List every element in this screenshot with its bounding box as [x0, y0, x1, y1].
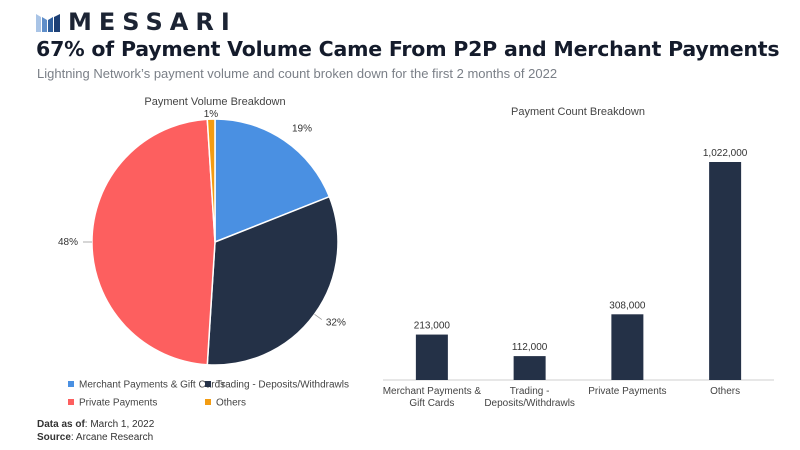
bar — [709, 162, 742, 380]
bar-category-label: Merchant Payments & — [383, 386, 482, 397]
pie-data-label: 1% — [204, 109, 219, 120]
bar-category-label: Deposits/Withdrawls — [484, 398, 575, 409]
messari-logo-icon — [36, 14, 60, 32]
page-title: 67% of Payment Volume Came From P2P and … — [36, 37, 780, 61]
legend-swatch — [205, 381, 211, 387]
legend-swatch — [68, 399, 74, 405]
legend-entry: Merchant Payments & Gift Cards — [79, 380, 225, 391]
pie-data-label: 48% — [58, 237, 78, 248]
pie-slice — [206, 195, 339, 366]
bar-category-label: Others — [710, 386, 740, 397]
footer-source-label: Source — [37, 432, 71, 443]
brand-name: MESSARI — [68, 8, 237, 36]
page-subtitle: Lightning Network’s payment volume and c… — [37, 66, 558, 81]
pie-data-label: 19% — [292, 124, 312, 135]
legend-swatch — [68, 381, 74, 387]
legend-entry: Trading - Deposits/Withdrawls — [216, 380, 349, 391]
footer-date-value: : March 1, 2022 — [84, 419, 155, 430]
bar-value-label: 112,000 — [512, 342, 548, 353]
bar — [415, 334, 448, 380]
legend-entry: Private Payments — [79, 398, 157, 409]
footer-source: Source: Arcane Research — [37, 432, 153, 443]
footer-source-value: : Arcane Research — [70, 432, 154, 443]
bar-chart-title: Payment Count Breakdown — [511, 106, 645, 118]
pie-data-label: 32% — [326, 318, 346, 329]
bar — [611, 314, 644, 380]
legend-entry: Others — [216, 398, 246, 409]
legend-swatch — [205, 399, 211, 405]
footer-date: Data as of: March 1, 2022 — [37, 419, 154, 430]
pie-slice — [206, 118, 216, 243]
pie-slice — [91, 118, 216, 366]
footer-date-label: Data as of — [37, 419, 85, 430]
bar-value-label: 213,000 — [414, 321, 451, 332]
pie-leader-line — [314, 313, 323, 320]
pie-chart-title: Payment Volume Breakdown — [144, 96, 285, 108]
bar-value-label: 1,022,000 — [703, 148, 748, 159]
bar — [513, 356, 546, 380]
bar-category-label: Gift Cards — [409, 398, 454, 409]
bar-value-label: 308,000 — [609, 300, 646, 311]
bar-category-label: Private Payments — [588, 386, 666, 397]
bar-category-label: Trading - — [510, 386, 550, 397]
brand: MESSARI — [36, 8, 237, 36]
pie-slice — [214, 118, 331, 244]
